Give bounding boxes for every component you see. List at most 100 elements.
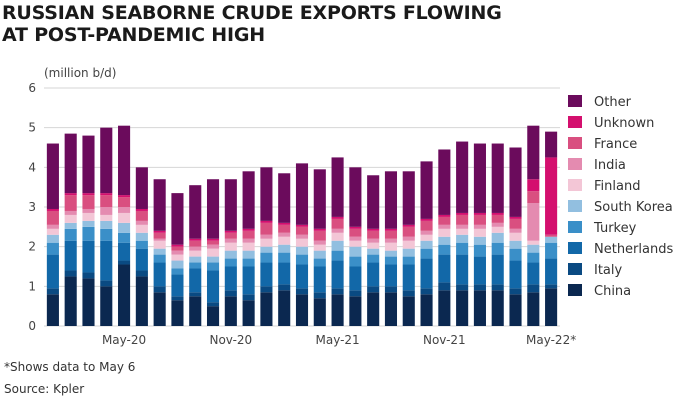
bar-segment bbox=[456, 212, 469, 215]
bar-stack bbox=[118, 125, 131, 326]
bar-segment bbox=[473, 224, 486, 229]
legend-item: China bbox=[568, 284, 631, 299]
bar-segment bbox=[224, 179, 237, 231]
bar-segment bbox=[349, 296, 362, 326]
bar-stack bbox=[135, 167, 148, 326]
bar-segment bbox=[367, 262, 380, 287]
bar-segment bbox=[64, 222, 77, 229]
bar-segment bbox=[295, 288, 309, 295]
bar-segment bbox=[278, 173, 291, 223]
bar-segment bbox=[171, 254, 184, 261]
bar-segment bbox=[135, 208, 148, 211]
bar-segment bbox=[118, 197, 131, 207]
bar-segment bbox=[509, 294, 522, 326]
bar-stack bbox=[384, 171, 398, 326]
bar-segment bbox=[491, 212, 504, 215]
bar-segment bbox=[46, 210, 59, 225]
bar-segment bbox=[349, 256, 362, 267]
bar-segment bbox=[46, 234, 59, 243]
bar-segment bbox=[384, 228, 398, 231]
bar-segment bbox=[367, 238, 380, 243]
bar-segment bbox=[118, 222, 131, 233]
bar-segment bbox=[82, 208, 95, 213]
bar-segment bbox=[224, 290, 237, 297]
bar-segment bbox=[153, 248, 166, 255]
bar-segment bbox=[313, 240, 326, 245]
bar-segment bbox=[242, 300, 255, 326]
bar-segment bbox=[206, 238, 220, 241]
bar-segment bbox=[295, 224, 309, 227]
bar-segment bbox=[64, 276, 77, 326]
bar-segment bbox=[313, 244, 326, 251]
bar-segment bbox=[260, 167, 273, 221]
bar-segment bbox=[64, 193, 77, 196]
bar-segment bbox=[153, 179, 166, 231]
bar-segment bbox=[242, 294, 255, 301]
bar-stack bbox=[64, 133, 77, 326]
bar-segment bbox=[260, 246, 273, 253]
bar-segment bbox=[135, 240, 148, 249]
bar-stack bbox=[491, 143, 504, 326]
bar-segment bbox=[46, 294, 59, 326]
bar-stack bbox=[100, 127, 113, 326]
bar-segment bbox=[189, 246, 202, 251]
legend-item: India bbox=[568, 158, 626, 173]
bar-segment bbox=[100, 240, 113, 281]
y-tick-label: 0 bbox=[28, 319, 36, 333]
bar-segment bbox=[171, 296, 184, 301]
bar-segment bbox=[527, 292, 540, 326]
bar-stack bbox=[349, 167, 362, 326]
bar-segment bbox=[82, 278, 95, 326]
bar-segment bbox=[367, 228, 380, 231]
bar-segment bbox=[367, 292, 380, 326]
bar-segment bbox=[509, 260, 522, 289]
source-note: Source: Kpler bbox=[4, 382, 85, 396]
bar-segment bbox=[242, 250, 255, 259]
bar-segment bbox=[64, 270, 77, 277]
y-tick-label: 1 bbox=[28, 279, 36, 293]
bar-segment bbox=[295, 294, 309, 326]
bar-segment bbox=[331, 232, 344, 241]
bar-segment bbox=[153, 230, 166, 233]
bar-segment bbox=[384, 250, 398, 257]
bar-segment bbox=[189, 296, 202, 326]
bar-segment bbox=[491, 232, 504, 243]
y-axis-label: (million b/d) bbox=[44, 66, 116, 80]
bar-segment bbox=[420, 294, 433, 326]
bar-segment bbox=[206, 179, 220, 239]
bar-segment bbox=[224, 232, 237, 239]
bar-segment bbox=[278, 252, 291, 263]
bar-segment bbox=[491, 226, 504, 233]
bar-segment bbox=[509, 232, 522, 241]
bar-stack bbox=[527, 125, 540, 326]
bar-segment bbox=[491, 254, 504, 285]
bar-segment bbox=[260, 238, 273, 247]
bar-segment bbox=[189, 238, 202, 241]
bar-segment bbox=[473, 236, 486, 245]
y-tick-label: 5 bbox=[28, 121, 36, 135]
bar-segment bbox=[509, 228, 522, 233]
legend-item: France bbox=[568, 137, 637, 152]
bar-segment bbox=[313, 292, 326, 299]
bar-segment bbox=[367, 248, 380, 255]
bar-segment bbox=[527, 179, 540, 192]
bar-segment bbox=[527, 244, 540, 253]
bar-segment bbox=[278, 284, 291, 291]
bar-segment bbox=[473, 228, 486, 237]
legend-swatch bbox=[568, 158, 582, 170]
bar-segment bbox=[473, 244, 486, 257]
bar-segment bbox=[242, 230, 255, 239]
bar-segment bbox=[260, 286, 273, 293]
bars bbox=[46, 125, 558, 326]
bar-segment bbox=[509, 216, 522, 219]
bar-segment bbox=[189, 262, 202, 269]
legend-label: South Korea bbox=[594, 200, 673, 215]
bar-stack bbox=[278, 173, 291, 326]
bar-segment bbox=[420, 161, 433, 219]
bar-segment bbox=[545, 234, 558, 237]
bar-segment bbox=[82, 193, 95, 196]
legend-label: China bbox=[594, 284, 631, 299]
bar-segment bbox=[438, 149, 451, 215]
bar-segment bbox=[206, 240, 220, 245]
legend: Other Unknown France India Finland South Kore… bbox=[568, 95, 673, 299]
